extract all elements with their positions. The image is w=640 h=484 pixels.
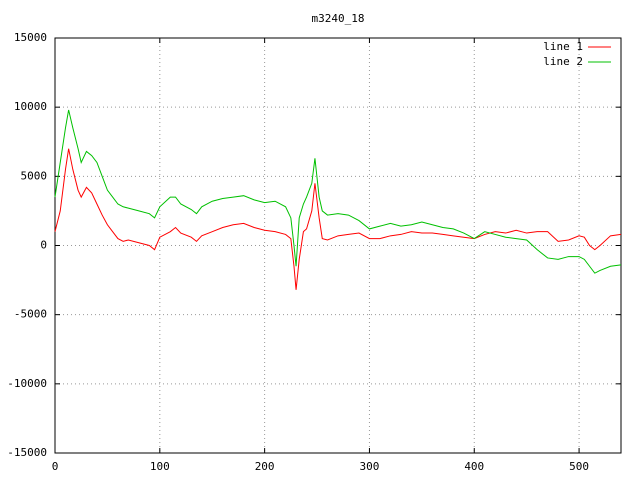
x-tick-label: 400 xyxy=(464,460,484,473)
y-tick-label: 5000 xyxy=(21,169,48,182)
chart-title: m3240_18 xyxy=(312,12,365,25)
data-line xyxy=(54,109,622,274)
legend-label: line 1 xyxy=(543,40,583,53)
x-tick-label: 300 xyxy=(360,460,380,473)
x-tick-label: 200 xyxy=(255,460,275,473)
data-line xyxy=(54,148,622,290)
y-tick-label: 10000 xyxy=(14,100,47,113)
y-tick-label: -5000 xyxy=(14,308,47,321)
x-tick-label: 500 xyxy=(569,460,589,473)
y-tick-label: -15000 xyxy=(7,446,47,459)
y-tick-label: -10000 xyxy=(7,377,47,390)
y-tick-label: 15000 xyxy=(14,31,47,44)
x-tick-label: 100 xyxy=(150,460,170,473)
x-tick-label: 0 xyxy=(52,460,59,473)
legend-label: line 2 xyxy=(543,55,583,68)
y-tick-label: 0 xyxy=(40,239,47,252)
